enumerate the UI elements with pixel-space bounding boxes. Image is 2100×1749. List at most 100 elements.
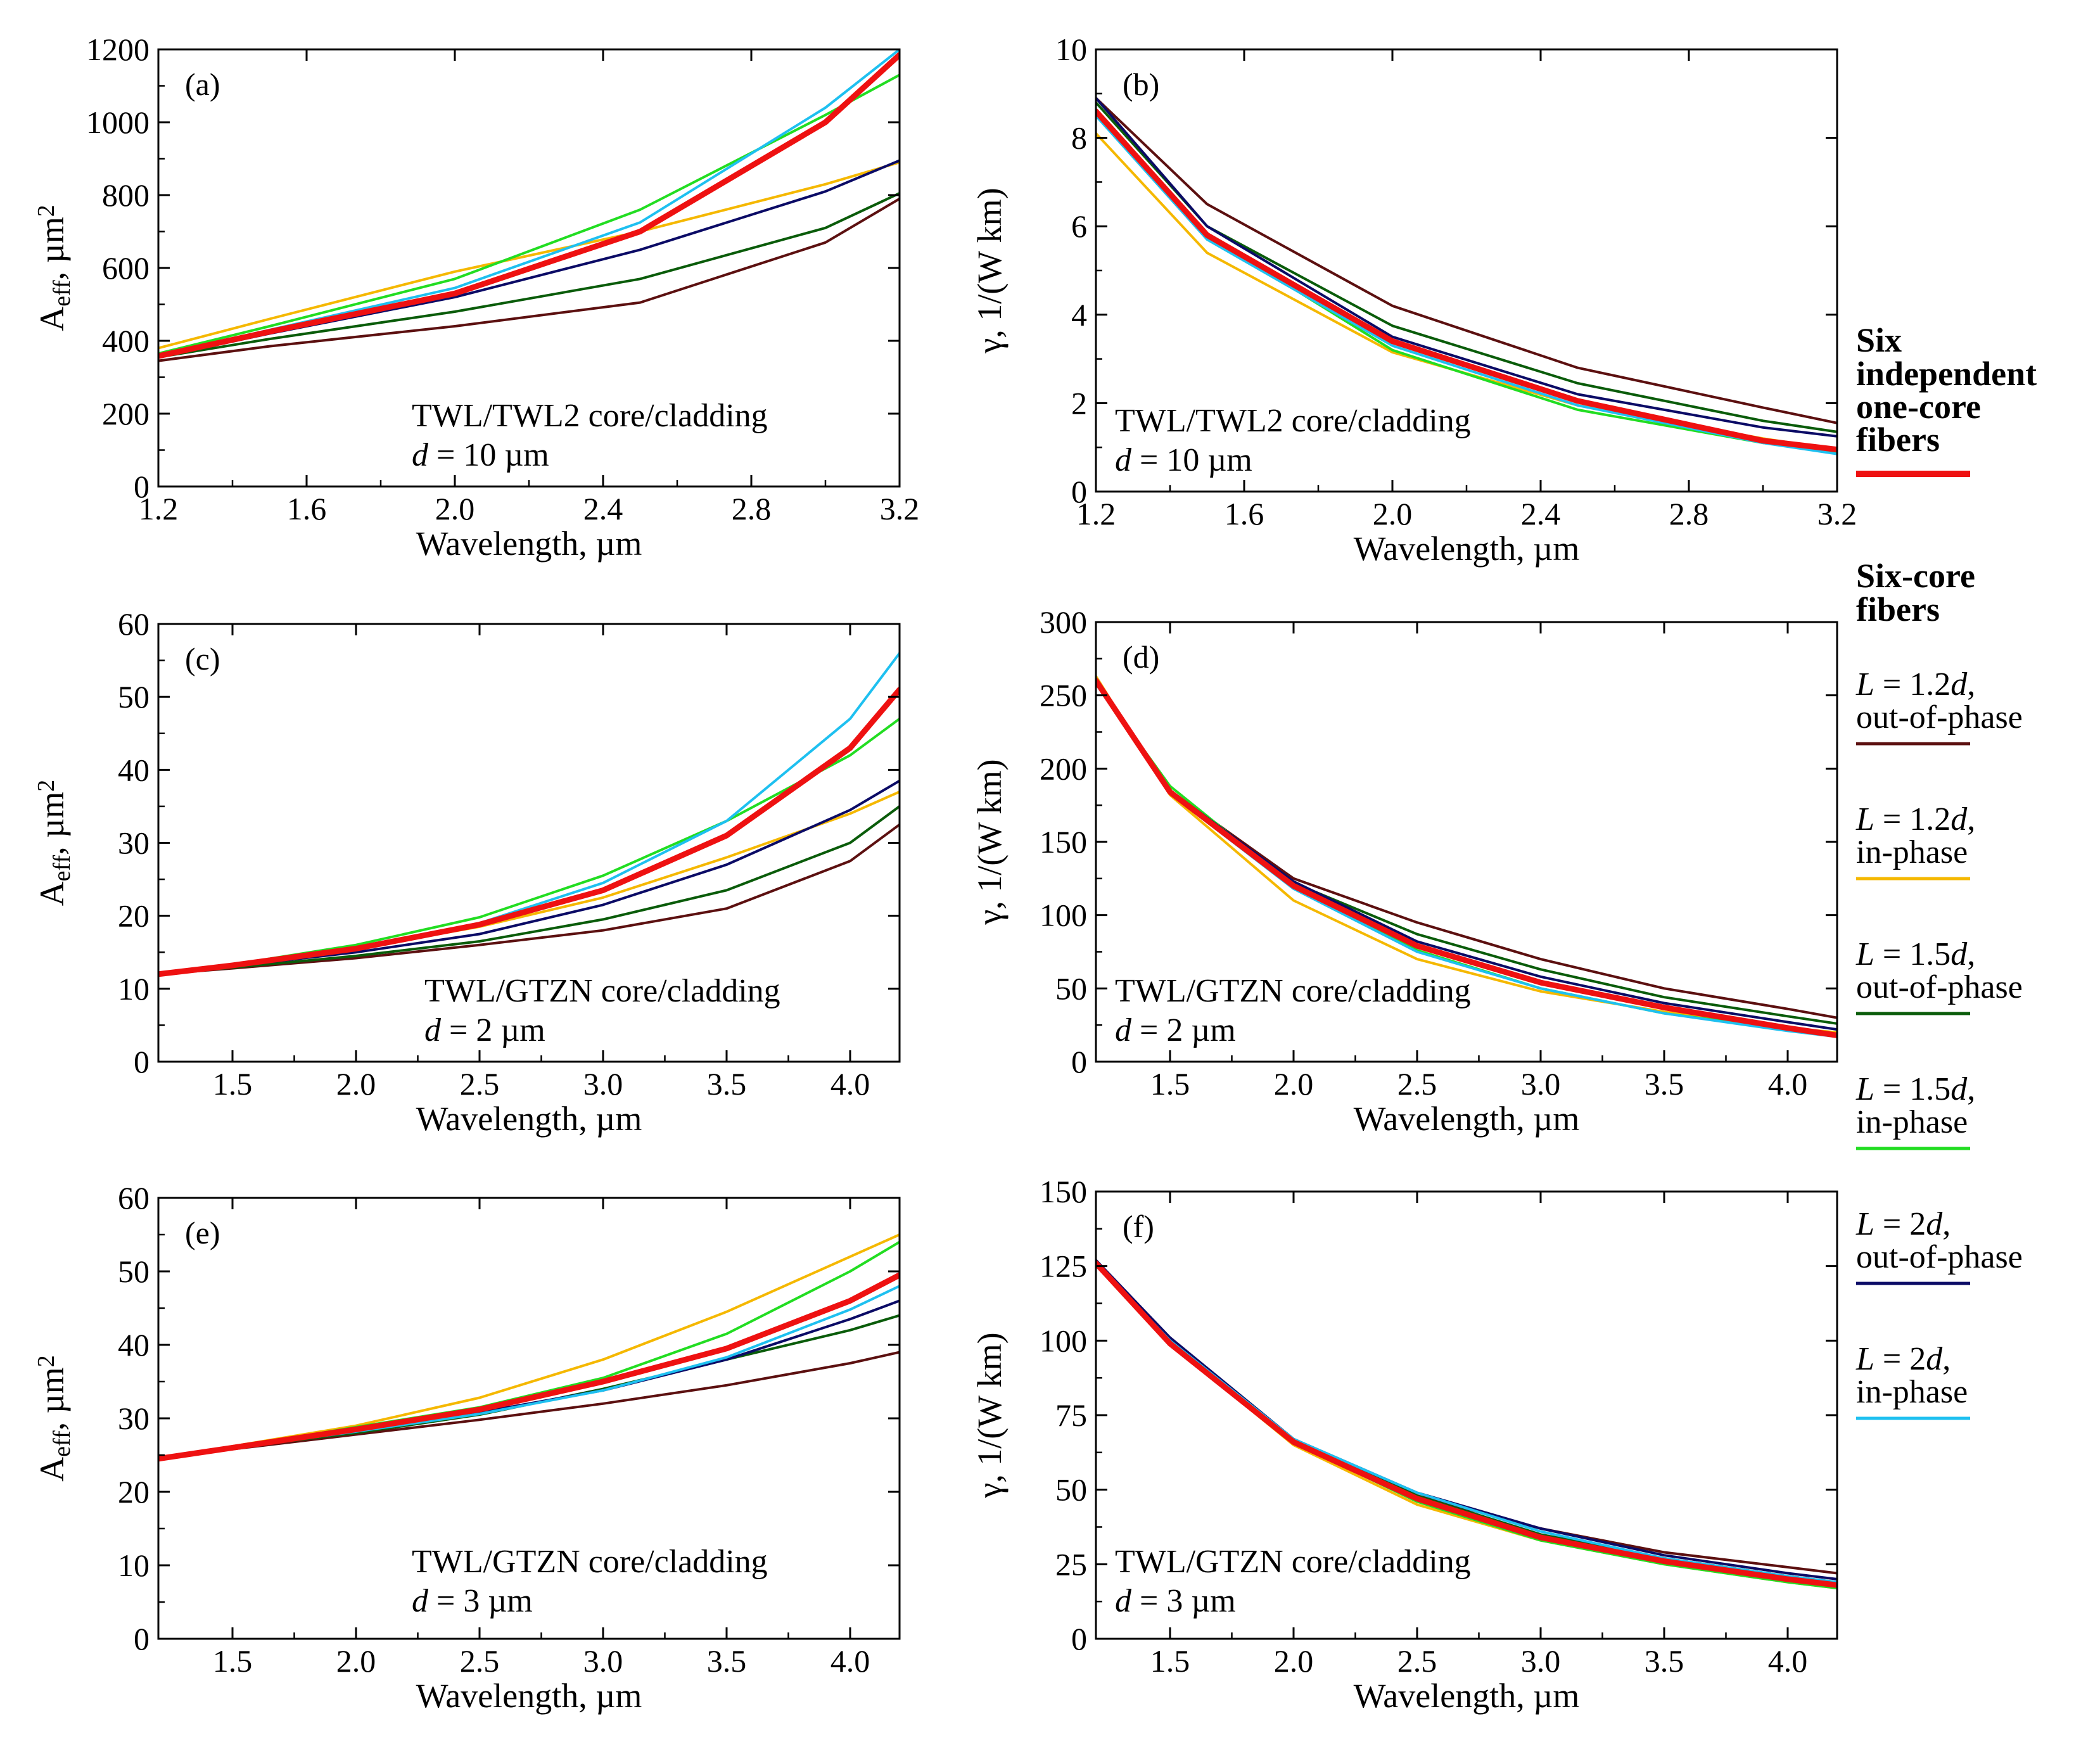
series-line-l-1-5d-in-phase <box>158 73 900 355</box>
x-tick-label: 3.2 <box>1817 496 1857 531</box>
series-line-six-independent-one-core-fibers <box>158 1272 900 1462</box>
y-tick-label: 200 <box>102 396 150 431</box>
x-tick-label: 3.5 <box>1645 1643 1684 1679</box>
y-tick-label: 10 <box>1055 32 1087 67</box>
y-tick-label: 0 <box>1071 1621 1087 1657</box>
x-axis-label: Wavelength, µm <box>416 525 642 563</box>
x-tick-label: 4.0 <box>1768 1643 1808 1679</box>
legend: Sixindependentone-corefibersSix-corefibe… <box>1855 321 2037 1420</box>
x-tick-label: 2.0 <box>1274 1066 1314 1102</box>
series-line-l-1-5d-in-phase <box>1096 1262 1837 1589</box>
y-axis-label: Aeff, µm2 <box>33 780 75 906</box>
y-tick-label: 125 <box>1040 1249 1087 1284</box>
annotation-material: TWL/GTZN core/cladding <box>424 973 780 1009</box>
panel-f: 1.5 2.0 2.5 3.0 3.5 4.0 0 25 50 75 100 125 150 Wavele… <box>970 1174 1838 1715</box>
panel-label: (c) <box>185 641 220 677</box>
y-tick-label: 2 <box>1071 385 1087 421</box>
panel-b: 1.2 1.6 2.0 2.4 2.8 3.2 0 2 4 6 8 10 Wavelength, µm γ… <box>970 32 1857 568</box>
y-axis-label: Aeff, µm2 <box>33 205 75 331</box>
y-tick-label: 30 <box>118 825 150 861</box>
series-line-six-independent-one-core-fibers <box>158 687 900 977</box>
series-line-six-independent-one-core-fibers <box>1096 1260 1837 1588</box>
series-line-l-1-2d-in-phase <box>1096 132 1837 451</box>
y-tick-label: 150 <box>1040 824 1087 860</box>
x-tick-label: 2.5 <box>460 1066 500 1102</box>
legend-item-label: L = 2d, <box>1855 1341 1950 1377</box>
annotation-diameter: d = 10 µm <box>1115 442 1252 478</box>
x-tick-label: 2.8 <box>1669 496 1709 531</box>
x-tick-label: 1.2 <box>139 491 179 526</box>
series-line-l-1-5d-out-of-phase <box>158 805 900 976</box>
panels: 1.2 1.6 2.0 2.4 2.8 3.2020040060080010001200W… <box>33 32 1857 1715</box>
y-tick-label: 20 <box>118 1474 150 1510</box>
y-tick-label: 10 <box>118 971 150 1007</box>
series-line-l-1-5d-out-of-phase <box>158 192 900 359</box>
series-line-l-2d-in-phase <box>158 1285 900 1460</box>
y-tick-label: 8 <box>1071 120 1087 156</box>
x-tick-label: 2.0 <box>1274 1643 1314 1679</box>
legend-header-line: fibers <box>1856 590 1940 628</box>
series-line-l-2d-in-phase <box>1096 1262 1837 1584</box>
legend-item-phase: in-phase <box>1856 834 1968 870</box>
legend-item-phase: out-of-phase <box>1856 699 2023 735</box>
series-line-l-1-2d-in-phase <box>158 1233 900 1460</box>
series-line-l-1-2d-out-of-phase <box>1096 96 1837 424</box>
series-line-l-1-5d-out-of-phase <box>1096 101 1837 433</box>
y-axis-label: γ, 1/(W km) <box>970 188 1009 353</box>
series-line-l-2d-in-phase <box>158 652 900 976</box>
y-tick-label: 250 <box>1040 678 1087 713</box>
legend-header-line: fibers <box>1856 421 1940 459</box>
annotation-material: TWL/TWL2 core/cladding <box>1115 403 1471 439</box>
x-tick-label: 2.5 <box>1397 1643 1437 1679</box>
annotation-diameter: d = 10 µm <box>412 437 549 473</box>
x-tick-label: 2.5 <box>460 1643 500 1679</box>
series-line-six-independent-one-core-fibers <box>1096 678 1837 1038</box>
y-tick-label: 20 <box>118 898 150 934</box>
panel-label: (e) <box>185 1215 220 1250</box>
legend-item-label: L = 1.2d, <box>1855 801 1975 837</box>
legend-item-label: L = 1.5d, <box>1855 936 1975 972</box>
y-tick-label: 150 <box>1040 1174 1087 1209</box>
series-line-l-1-2d-out-of-phase <box>158 197 900 362</box>
annotation-material: TWL/GTZN core/cladding <box>1115 973 1471 1009</box>
legend-item-label: L = 1.5d, <box>1855 1071 1975 1107</box>
x-axis-label: Wavelength, µm <box>1354 1677 1580 1715</box>
x-tick-label: 2.0 <box>1373 496 1413 531</box>
y-tick-label: 1200 <box>86 32 150 67</box>
x-axis-label: Wavelength, µm <box>416 1677 642 1715</box>
y-tick-label: 6 <box>1071 208 1087 244</box>
series-group <box>1096 675 1837 1038</box>
annotation-material: TWL/TWL2 core/cladding <box>412 398 768 434</box>
series-line-l-2d-out-of-phase <box>158 159 900 359</box>
series-line-l-1-2d-in-phase <box>1096 1262 1837 1589</box>
y-tick-label: 300 <box>1040 604 1087 640</box>
series-group <box>1096 1259 1837 1589</box>
x-tick-label: 3.0 <box>1521 1643 1561 1679</box>
legend-item-label: L = 2d, <box>1855 1206 1950 1242</box>
series-line-l-2d-out-of-phase <box>158 779 900 976</box>
legend-header-line: one-core <box>1856 388 1981 426</box>
y-axis-label: γ, 1/(W km) <box>970 1332 1009 1498</box>
legend-item-phase: in-phase <box>1856 1374 1968 1410</box>
y-tick-label: 50 <box>1055 1472 1087 1508</box>
x-tick-label: 2.0 <box>435 491 475 526</box>
annotation-diameter: d = 3 µm <box>412 1583 533 1619</box>
series-line-l-1-2d-out-of-phase <box>1096 1262 1837 1575</box>
y-tick-label: 0 <box>134 1044 150 1079</box>
x-tick-label: 2.5 <box>1397 1066 1437 1102</box>
legend-item-phase: out-of-phase <box>1856 1239 2023 1275</box>
y-tick-label: 40 <box>118 1327 150 1363</box>
x-tick-label: 3.0 <box>1521 1066 1561 1102</box>
series-group <box>1096 96 1837 455</box>
y-tick-label: 75 <box>1055 1397 1087 1433</box>
y-tick-label: 40 <box>118 752 150 787</box>
x-tick-label: 1.5 <box>213 1066 253 1102</box>
x-tick-label: 1.2 <box>1076 496 1116 531</box>
legend-item-phase: in-phase <box>1856 1104 1968 1140</box>
y-axis-label: γ, 1/(W km) <box>970 759 1009 925</box>
y-tick-label: 100 <box>1040 1323 1087 1358</box>
x-tick-label: 2.0 <box>336 1066 376 1102</box>
x-tick-label: 3.5 <box>707 1643 747 1679</box>
legend-item-phase: out-of-phase <box>1856 969 2023 1005</box>
x-tick-label: 1.5 <box>1150 1643 1190 1679</box>
